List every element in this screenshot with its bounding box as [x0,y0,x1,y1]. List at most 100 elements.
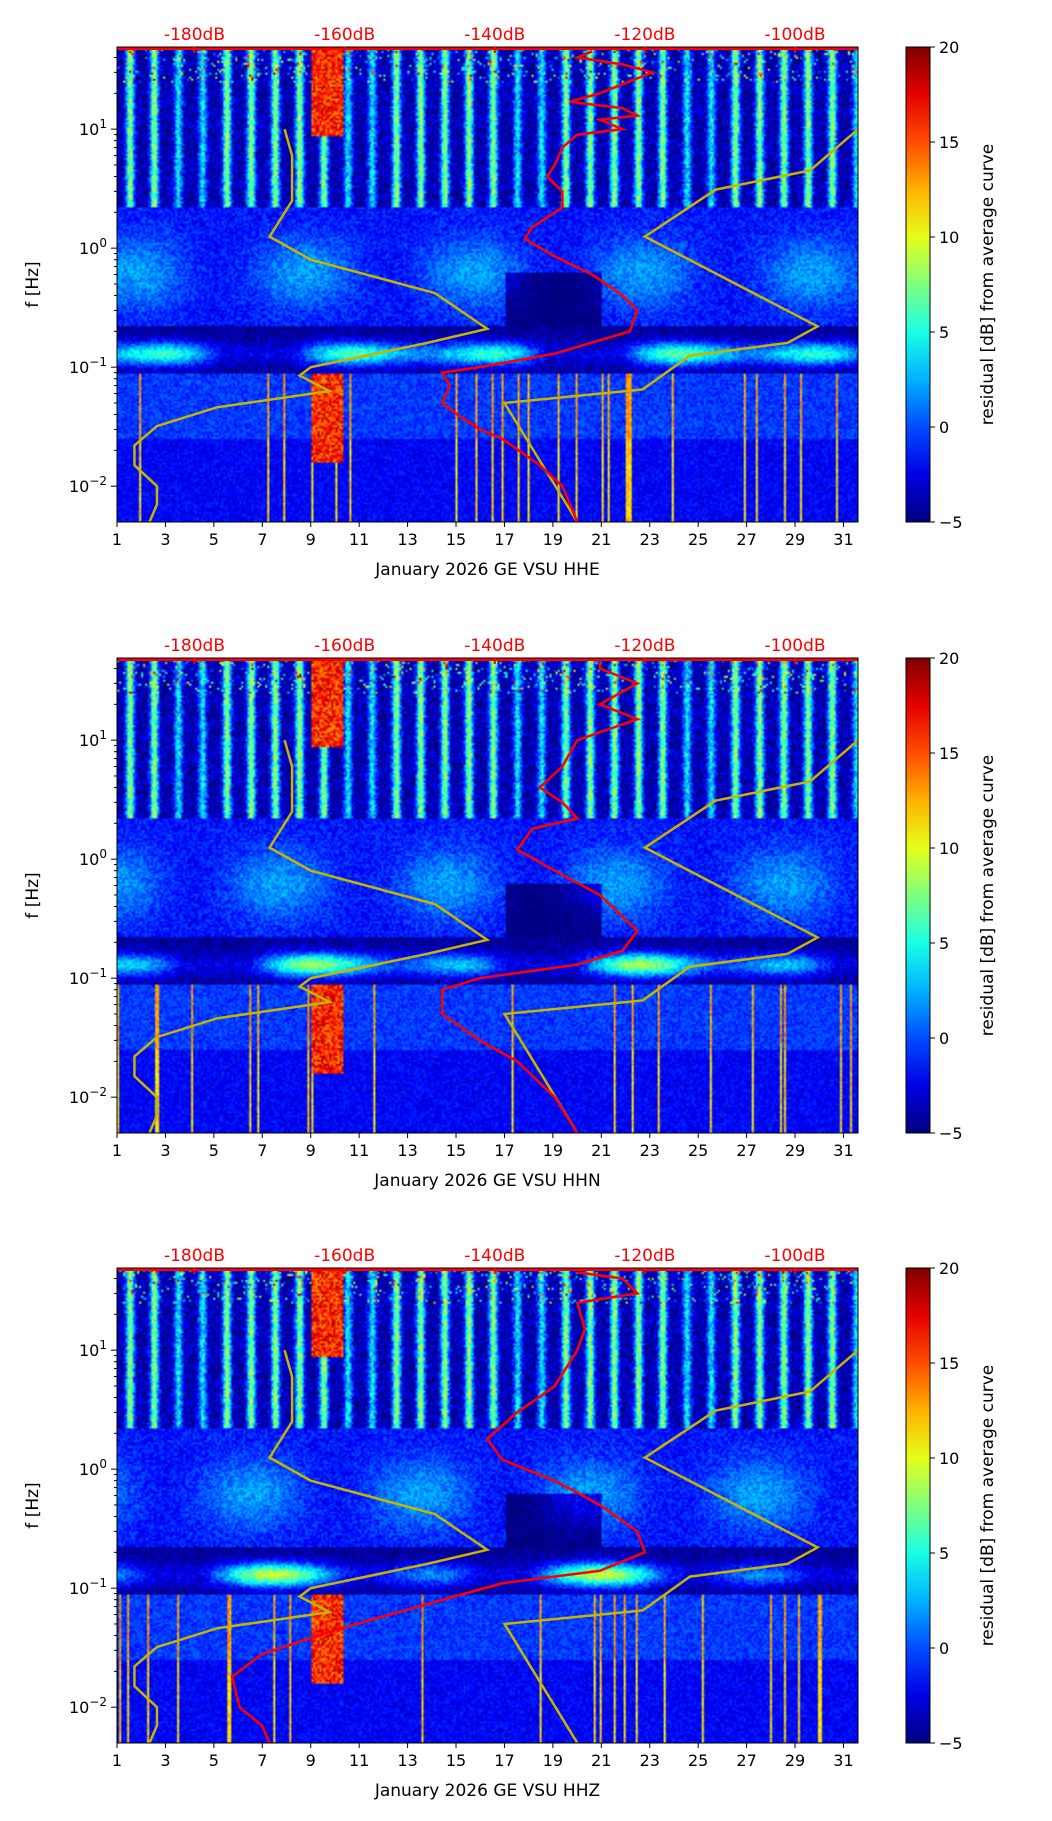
top-db-label: -140dB [464,1246,525,1266]
x-tick-label: 11 [349,1141,369,1160]
colorbar-tick-label: 15 [939,133,959,152]
y-tick-label: 101 [79,1338,107,1360]
curves-group [117,1268,858,1743]
y-axis-label: f [Hz] [23,872,43,918]
colorbar-tick-label: 5 [939,1544,949,1563]
top-db-label: -160dB [314,1246,375,1266]
y-axis-label: f [Hz] [23,261,43,307]
x-tick-label: 15 [446,530,466,549]
colorbar-tick-label: −5 [939,1734,963,1753]
x-tick-label: 27 [736,1141,756,1160]
low-noise-model-line [133,128,491,522]
plot-frame [116,46,859,523]
x-tick-label: 29 [785,530,805,549]
top-db-label: -180dB [164,1246,225,1266]
x-tick-label: 29 [785,1751,805,1770]
x-tick-label: 9 [306,1751,316,1770]
panel-hhn: 1 3 5 7 9 11 13 15 17 19 21 23 25 27 29 31 January 2026 … [0,611,1052,1211]
top-db-label: -120dB [614,636,675,656]
curves-group [117,658,858,1133]
x-tick-label: 13 [397,1141,417,1160]
plot-frame [116,657,859,1134]
x-tick-label: 23 [640,1751,660,1770]
colorbar-tick-label: 15 [939,1354,959,1373]
panel-hhz: 1 3 5 7 9 11 13 15 17 19 21 23 25 27 29 31 January 2026 … [0,1221,1052,1821]
x-tick-label: 25 [688,530,708,549]
x-tick-label: 21 [591,1751,611,1770]
x-tick-label: 1 [112,530,122,549]
colorbar-tick-label: −5 [939,513,963,532]
average-psd-curve [440,50,657,522]
x-tick-label: 17 [494,530,514,549]
colorbar-tick-label: 20 [939,649,959,668]
x-tick-label: 19 [543,1751,563,1770]
x-tick-label: 11 [349,1751,369,1770]
colorbar [905,46,931,523]
colorbar-tick-label: 10 [939,839,959,858]
high-noise-model-line [502,1349,858,1743]
x-tick-label: 27 [736,530,756,549]
y-tick-label: 100 [79,847,107,869]
x-tick-label: 31 [833,1141,853,1160]
top-db-label: -120dB [614,1246,675,1266]
y-tick-label: 100 [79,236,107,258]
x-tick-label: 23 [640,530,660,549]
x-tick-label: 31 [833,530,853,549]
colorbar-tick-label: 5 [939,934,949,953]
x-tick-label: 27 [736,1751,756,1770]
x-tick-label: 21 [591,1141,611,1160]
x-tick-label: 3 [160,1141,170,1160]
colorbar-label: residual [dB] from average curve [978,755,998,1036]
x-tick-label: 17 [494,1751,514,1770]
colorbar-tick-label: 5 [939,323,949,342]
average-psd-curve [230,1271,647,1743]
top-db-label: -100dB [765,1246,826,1266]
x-tick-label: 7 [257,530,267,549]
x-axis-label: January 2026 GE VSU HHN [373,1171,600,1191]
top-db-label: -160dB [314,25,375,45]
x-tick-label: 25 [688,1751,708,1770]
colorbar-tick-label: 10 [939,228,959,247]
x-tick-label: 19 [543,530,563,549]
colorbar-tick-label: 10 [939,1449,959,1468]
y-tick-label: 100 [79,1457,107,1479]
x-axis-label: January 2026 GE VSU HHE [374,560,599,580]
average-psd-curve [440,662,641,1133]
colorbar-tick-label: 20 [939,38,959,57]
x-tick-label: 1 [112,1141,122,1160]
y-tick-label: 10−2 [69,1085,107,1107]
x-tick-label: 9 [306,1141,316,1160]
y-axis-label: f [Hz] [23,1482,43,1528]
top-db-label: -100dB [765,636,826,656]
x-tick-label: 11 [349,530,369,549]
x-tick-label: 5 [209,1751,219,1770]
x-tick-label: 1 [112,1751,122,1770]
x-tick-label: 19 [543,1141,563,1160]
y-tick-label: 101 [79,728,107,750]
x-tick-label: 15 [446,1751,466,1770]
low-noise-model-line [133,739,491,1133]
y-tick-label: 10−1 [69,1576,107,1598]
high-noise-model-line [502,128,858,522]
x-tick-label: 31 [833,1751,853,1770]
y-tick-label: 10−2 [69,1695,107,1717]
x-tick-label: 3 [160,530,170,549]
panel-hhe: 1 3 5 7 9 11 13 15 17 19 21 23 25 27 29 31 January 2026 … [0,0,1052,600]
colorbar-tick-label: −5 [939,1124,963,1143]
x-axis-label: January 2026 GE VSU HHZ [374,1781,600,1801]
x-tick-label: 3 [160,1751,170,1770]
y-tick-label: 10−1 [69,355,107,377]
top-db-label: -140dB [464,25,525,45]
top-db-label: -180dB [164,25,225,45]
x-tick-label: 21 [591,530,611,549]
top-db-label: -120dB [614,25,675,45]
x-tick-label: 5 [209,530,219,549]
colorbar-tick-label: 20 [939,1259,959,1278]
x-tick-label: 25 [688,1141,708,1160]
y-tick-label: 10−1 [69,966,107,988]
top-db-label: -100dB [765,25,826,45]
x-tick-label: 17 [494,1141,514,1160]
